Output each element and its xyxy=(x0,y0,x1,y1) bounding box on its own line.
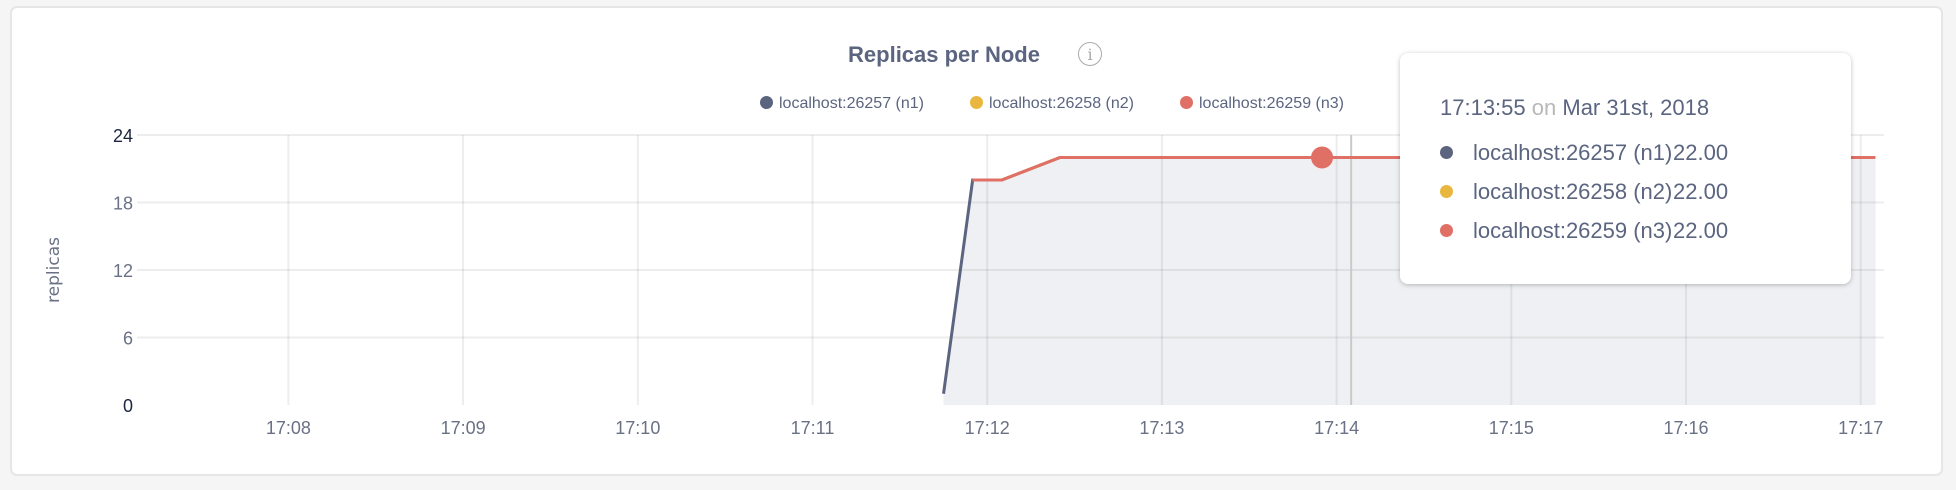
y-tick-label: 24 xyxy=(113,126,133,146)
tooltip-series-name: localhost:26257 (n1) xyxy=(1473,139,1673,165)
tooltip-row: localhost:26259 (n3) 22.00 xyxy=(1440,211,1851,250)
tooltip-date: Mar 31st, 2018 xyxy=(1562,95,1710,120)
chart-title: Replicas per Node xyxy=(848,42,1040,67)
tooltip-value: 22.00 xyxy=(1673,217,1729,243)
x-tick-label: 17:13 xyxy=(1139,418,1184,438)
tooltip-row: localhost:26257 (n1) 22.00 xyxy=(1440,133,1851,172)
x-tick-label: 17:16 xyxy=(1663,418,1708,438)
tooltip-row: localhost:26258 (n2) 22.00 xyxy=(1440,172,1851,211)
x-tick-label: 17:08 xyxy=(266,418,311,438)
x-tick-label: 17:10 xyxy=(615,418,660,438)
tooltip-dot xyxy=(1440,185,1453,198)
x-tick-label: 17:15 xyxy=(1489,418,1534,438)
y-tick-label: 0 xyxy=(123,396,133,416)
y-tick-label: 6 xyxy=(123,329,133,349)
tooltip: 17:13:55 on Mar 31st, 2018 localhost:262… xyxy=(1400,53,1851,284)
legend-label: localhost:26257 (n1) xyxy=(779,95,924,112)
x-tick-label: 17:17 xyxy=(1838,418,1883,438)
legend-label: localhost:26259 (n3) xyxy=(1199,95,1344,112)
tooltip-header: 17:13:55 on Mar 31st, 2018 xyxy=(1440,95,1851,121)
y-axis-label: replicas xyxy=(44,237,64,303)
x-tick-label: 17:14 xyxy=(1314,418,1359,438)
legend-item-n2[interactable]: localhost:26258 (n2) xyxy=(970,95,1134,113)
tooltip-dot xyxy=(1440,224,1453,237)
tooltip-dot xyxy=(1440,146,1453,159)
tooltip-series-name: localhost:26258 (n2) xyxy=(1473,178,1673,204)
legend-dot xyxy=(760,96,773,109)
legend-item-n1[interactable]: localhost:26257 (n1) xyxy=(760,95,924,113)
tooltip-value: 22.00 xyxy=(1673,139,1729,165)
x-tick-label: 17:11 xyxy=(791,418,835,438)
y-tick-label: 18 xyxy=(113,194,133,214)
legend-item-n3[interactable]: localhost:26259 (n3) xyxy=(1180,95,1344,113)
x-tick-label: 17:09 xyxy=(441,418,486,438)
info-icon[interactable]: i xyxy=(1078,42,1102,66)
y-tick-label: 12 xyxy=(113,261,133,281)
legend-dot xyxy=(970,96,983,109)
tooltip-time: 17:13:55 xyxy=(1440,95,1526,120)
legend-label: localhost:26258 (n2) xyxy=(989,95,1134,112)
legend-dot xyxy=(1180,96,1193,109)
hover-point xyxy=(1311,146,1334,169)
x-tick-label: 17:12 xyxy=(965,418,1010,438)
tooltip-value: 22.00 xyxy=(1673,178,1729,204)
tooltip-on: on xyxy=(1531,95,1557,120)
tooltip-series-name: localhost:26259 (n3) xyxy=(1473,217,1673,243)
